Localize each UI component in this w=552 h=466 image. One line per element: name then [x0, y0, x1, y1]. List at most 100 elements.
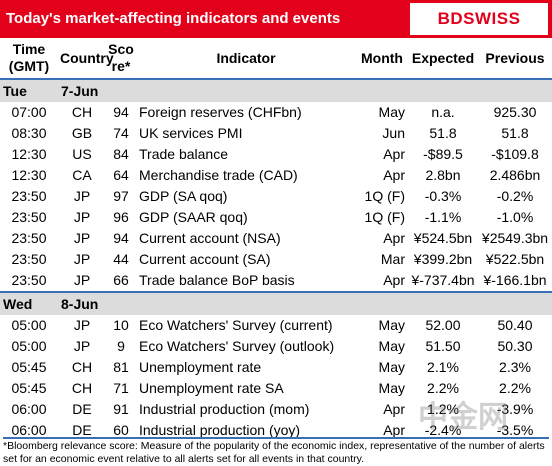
- cell: JP: [73, 251, 91, 267]
- cell: 2.3%: [499, 359, 531, 375]
- cell: JP: [73, 338, 91, 354]
- cell: May: [378, 338, 405, 354]
- cell: 74: [113, 125, 129, 141]
- cell: -0.3%: [424, 188, 462, 204]
- event-row: 06:00 DE 60 Industrial production (yoy) Apr -…: [0, 420, 552, 441]
- event-row: 23:50 JP 94 Current account (NSA) Apr ¥524.5b…: [0, 228, 552, 249]
- cell: -1.0%: [496, 209, 534, 225]
- cell: GB: [71, 125, 93, 141]
- cell: ¥-166.1bn: [483, 272, 547, 288]
- cell: Apr: [383, 272, 405, 288]
- cell: ¥524.5bn: [413, 230, 473, 246]
- cell: CH: [71, 359, 93, 375]
- cell: 05:00: [11, 317, 47, 333]
- event-row: 06:00 DE 91 Industrial production (mom) Apr 1…: [0, 399, 552, 420]
- column-header: Month: [356, 38, 408, 80]
- cell: JP: [73, 317, 91, 333]
- cell: 84: [113, 146, 129, 162]
- cell: 51.8: [501, 125, 529, 141]
- cell: 1.2%: [427, 401, 459, 417]
- cell: Current account (NSA): [139, 230, 281, 246]
- cell: Apr: [383, 230, 405, 246]
- cell: GDP (SA qoq): [139, 188, 228, 204]
- cell: 06:00: [11, 401, 47, 417]
- cell: 97: [113, 188, 129, 204]
- cell: ¥399.2bn: [413, 251, 473, 267]
- column-header: Country: [58, 38, 114, 80]
- cell: 2.1%: [427, 359, 459, 375]
- cell: 60: [113, 422, 129, 438]
- column-header: Previous: [478, 38, 552, 80]
- event-row: 05:45 CH 81 Unemployment rate May 2.1% 2.3%: [0, 357, 552, 378]
- cell: May: [378, 380, 405, 396]
- cell: 91: [113, 401, 129, 417]
- cell: UK services PMI: [139, 125, 243, 141]
- event-row: 23:50 JP 97 GDP (SA qoq) 1Q (F) -0.3% -0.2%: [0, 186, 552, 207]
- cell: 23:50: [11, 272, 47, 288]
- cell: 96: [113, 209, 129, 225]
- cell: 94: [113, 104, 129, 120]
- event-row: 05:45 CH 71 Unemployment rate SA May 2.2% 2.2%: [0, 378, 552, 399]
- cell: 05:45: [11, 380, 47, 396]
- cell: ¥2549.3bn: [481, 230, 549, 246]
- cell: 2.486bn: [489, 167, 541, 183]
- cell: -0.2%: [496, 188, 534, 204]
- cell: DE: [72, 422, 92, 438]
- cell: 925.30: [493, 104, 537, 120]
- cell: -$109.8: [491, 146, 539, 162]
- cell: 44: [113, 251, 129, 267]
- cell: 06:00: [11, 422, 47, 438]
- event-row: 05:00 JP 10 Eco Watchers' Survey (current) M…: [0, 315, 552, 336]
- cell: JP: [73, 230, 91, 246]
- watermark: 中金网: [418, 401, 508, 434]
- cell: Apr: [383, 422, 405, 438]
- cell: 94: [113, 230, 129, 246]
- header-row: Time (GMT) Country Score* Indicator Month Exp…: [0, 38, 552, 80]
- cell: CH: [71, 380, 93, 396]
- cell: Trade balance BoP basis: [139, 272, 295, 288]
- cell: ¥522.5bn: [485, 251, 545, 267]
- cell: 2.2%: [427, 380, 459, 396]
- cell: 1Q (F): [364, 209, 405, 225]
- cell: 66: [113, 272, 129, 288]
- cell: Industrial production (yoy): [139, 422, 301, 438]
- cell: 08:30: [11, 125, 47, 141]
- cell: JP: [73, 188, 91, 204]
- cell: 1Q (F): [364, 188, 405, 204]
- indicator-table: Time (GMT) Country Score* Indicator Month Exp…: [0, 38, 552, 441]
- cell: CA: [72, 167, 92, 183]
- cell: 50.30: [497, 338, 533, 354]
- event-row: 12:30 US 84 Trade balance Apr -$89.5 -$109.8: [0, 144, 552, 165]
- cell: 50.40: [497, 317, 533, 333]
- title: Today's market-affecting indicators and …: [6, 10, 341, 27]
- event-row: 23:50 JP 44 Current account (SA) Mar ¥399.2bn…: [0, 249, 552, 270]
- header-bar: Today's market-affecting indicators and …: [0, 0, 552, 38]
- cell: JP: [73, 209, 91, 225]
- cell: US: [72, 146, 92, 162]
- event-row: 23:50 JP 96 GDP (SAAR qoq) 1Q (F) -1.1% -1.0%: [0, 207, 552, 228]
- column-header: Score*: [106, 38, 136, 80]
- cell: Industrial production (mom): [139, 401, 310, 417]
- event-row: 08:30 GB 74 UK services PMI Jun 51.8 51.8: [0, 123, 552, 144]
- event-row: 12:30 CA 64 Merchandise trade (CAD) Apr 2.8bn…: [0, 165, 552, 186]
- column-header: Time (GMT): [0, 38, 58, 80]
- cell: 12:30: [11, 146, 47, 162]
- logo: BDSWISS: [410, 3, 548, 35]
- day-row: Wed 8-Jun: [0, 291, 552, 315]
- cell: 05:45: [11, 359, 47, 375]
- column-header: Expected: [408, 38, 478, 80]
- cell: May: [378, 317, 405, 333]
- cell: Apr: [383, 167, 405, 183]
- cell: -$89.5: [423, 146, 463, 162]
- cell: Trade balance: [139, 146, 228, 162]
- cell: ¥-737.4bn: [411, 272, 475, 288]
- day-date: 8-Jun: [58, 291, 552, 315]
- day-row: Tue 7-Jun: [0, 79, 552, 102]
- cell: -1.1%: [424, 209, 462, 225]
- cell: CH: [71, 104, 93, 120]
- cell: 71: [113, 380, 129, 396]
- cell: 81: [113, 359, 129, 375]
- cell: Jun: [382, 125, 405, 141]
- cell: 07:00: [11, 104, 47, 120]
